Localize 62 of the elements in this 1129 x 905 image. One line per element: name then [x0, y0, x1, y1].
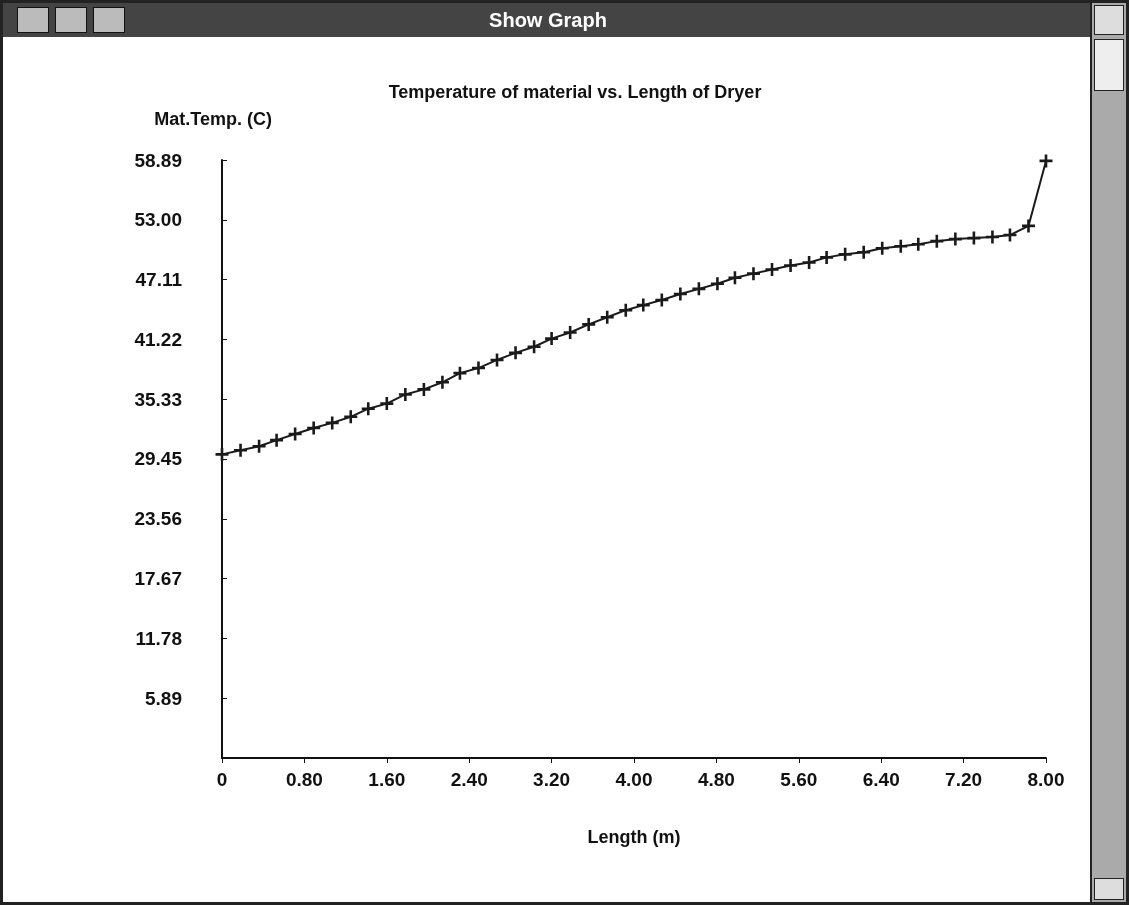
x-tick-label: 0.80: [285, 769, 323, 790]
point: [563, 326, 577, 340]
point: [875, 241, 889, 255]
x-tick-label: 4.80: [697, 769, 735, 790]
x-axis-title: Length (m): [587, 827, 681, 847]
point: [600, 310, 614, 324]
point: [361, 402, 375, 416]
x-tick-label: 1.60: [368, 769, 406, 790]
point: [435, 375, 449, 389]
point: [307, 421, 321, 435]
point: [911, 237, 925, 251]
point: [894, 239, 908, 253]
point: [398, 387, 412, 401]
point: [509, 346, 523, 360]
point: [417, 382, 431, 396]
point: [270, 433, 284, 447]
point: [325, 416, 339, 430]
point: [344, 410, 358, 424]
point: [1021, 219, 1035, 233]
point: [582, 317, 596, 331]
x-tick-label: 0: [216, 769, 228, 790]
point: [234, 443, 248, 457]
y-tick-label: 58.89: [134, 149, 182, 171]
chart-title: Temperature of material vs. Length of Dryer: [388, 82, 762, 102]
point: [619, 303, 633, 317]
point: [252, 439, 266, 453]
point: [527, 340, 541, 354]
y-axis-title: Mat.Temp. (C): [154, 109, 272, 129]
y-tick-label: 11.78: [135, 627, 182, 649]
y-tick-label: 41.22: [134, 328, 182, 350]
point: [215, 447, 229, 461]
point: [471, 361, 485, 375]
x-tick-label: 6.40: [862, 769, 900, 790]
y-tick-label: 53.00: [134, 209, 182, 231]
y-tick-label: 29.45: [134, 448, 183, 470]
point: [746, 267, 760, 281]
point: [784, 259, 798, 273]
point: [857, 245, 871, 259]
point: [765, 263, 779, 277]
point: [380, 397, 394, 411]
y-tick-label: 17.67: [134, 568, 182, 590]
point: [820, 250, 834, 264]
y-tick-label: 5.89: [145, 687, 182, 709]
x-tick-label: 8.00: [1027, 769, 1065, 790]
point: [636, 298, 650, 312]
y-tick-label: 23.56: [134, 508, 182, 530]
point: [838, 247, 852, 261]
point: [948, 232, 962, 246]
x-tick-label: 3.20: [533, 769, 571, 790]
point: [710, 277, 724, 291]
x-tick-label: 5.60: [780, 769, 818, 790]
y-tick-label: 47.11: [135, 269, 183, 291]
point: [802, 255, 816, 269]
y-tick-label: 35.33: [134, 388, 182, 410]
point: [728, 271, 742, 285]
x-tick-label: 4.00: [615, 769, 653, 790]
text: Show Graph: [489, 8, 607, 32]
point: [545, 332, 559, 346]
point: [985, 230, 999, 244]
x-tick-label: 2.40: [450, 769, 488, 790]
x-tick-label: 7.20: [945, 769, 983, 790]
point: [673, 287, 687, 301]
